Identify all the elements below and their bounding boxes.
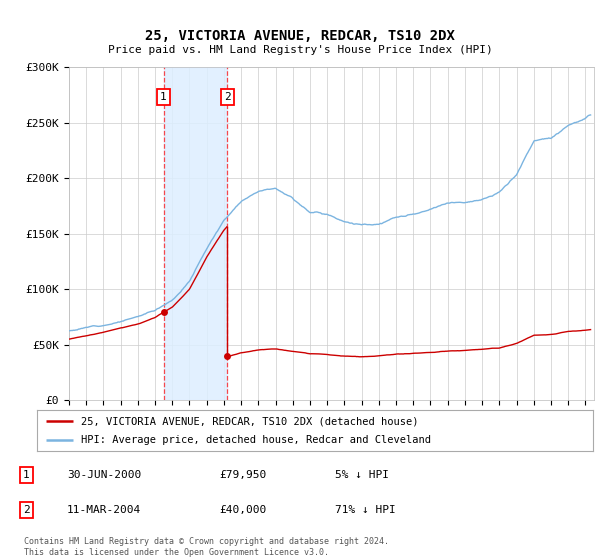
Text: 30-JUN-2000: 30-JUN-2000 xyxy=(67,470,141,480)
Text: £79,950: £79,950 xyxy=(220,470,266,480)
Text: 5% ↓ HPI: 5% ↓ HPI xyxy=(335,470,389,480)
Text: Contains HM Land Registry data © Crown copyright and database right 2024.: Contains HM Land Registry data © Crown c… xyxy=(24,537,389,546)
Text: 25, VICTORIA AVENUE, REDCAR, TS10 2DX (detached house): 25, VICTORIA AVENUE, REDCAR, TS10 2DX (d… xyxy=(80,417,418,426)
Text: Price paid vs. HM Land Registry's House Price Index (HPI): Price paid vs. HM Land Registry's House … xyxy=(107,45,493,55)
Text: 2: 2 xyxy=(23,505,30,515)
Text: This data is licensed under the Open Government Licence v3.0.: This data is licensed under the Open Gov… xyxy=(24,548,329,557)
Text: 25, VICTORIA AVENUE, REDCAR, TS10 2DX: 25, VICTORIA AVENUE, REDCAR, TS10 2DX xyxy=(145,29,455,44)
Text: £40,000: £40,000 xyxy=(220,505,266,515)
Text: HPI: Average price, detached house, Redcar and Cleveland: HPI: Average price, detached house, Redc… xyxy=(80,435,431,445)
Text: 1: 1 xyxy=(23,470,30,480)
Text: 2: 2 xyxy=(224,92,230,102)
Bar xyxy=(163,67,227,400)
Text: 71% ↓ HPI: 71% ↓ HPI xyxy=(335,505,395,515)
Text: 11-MAR-2004: 11-MAR-2004 xyxy=(67,505,141,515)
Text: 1: 1 xyxy=(160,92,167,102)
